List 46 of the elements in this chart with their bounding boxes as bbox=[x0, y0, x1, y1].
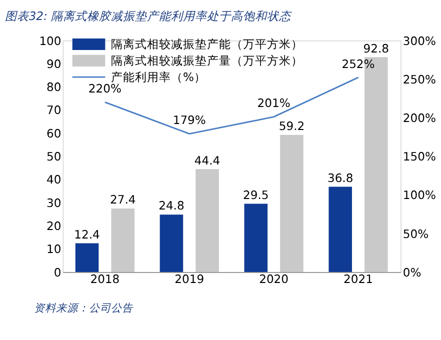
bar bbox=[75, 243, 99, 272]
bar bbox=[111, 208, 134, 272]
legend-label: 隔离式相较减振垫产能（万平方米） bbox=[110, 37, 303, 52]
y2-tick-label: 200% bbox=[402, 110, 436, 125]
y2-tick-label: 250% bbox=[402, 72, 436, 86]
y2-tick-label: 0% bbox=[402, 265, 422, 280]
bar bbox=[244, 204, 268, 272]
data-label: 201% bbox=[257, 96, 290, 110]
data-label: 179% bbox=[172, 113, 206, 128]
data-label: 252% bbox=[342, 56, 375, 71]
bar bbox=[280, 134, 304, 272]
x-tick-label: 2020 bbox=[259, 272, 289, 286]
data-label: 44.4 bbox=[194, 153, 220, 168]
y-tick-label: 20 bbox=[46, 219, 62, 234]
data-label: 12.4 bbox=[74, 227, 100, 242]
data-label: 24.8 bbox=[158, 198, 184, 213]
legend-label: 产能利用率（%） bbox=[110, 70, 206, 84]
y2-tick-label: 50% bbox=[402, 226, 429, 241]
bar bbox=[160, 214, 184, 272]
data-label: 36.8 bbox=[327, 170, 354, 185]
data-label: 92.8 bbox=[363, 41, 390, 56]
y-tick-label: 60 bbox=[46, 126, 62, 140]
y-tick-label: 90 bbox=[46, 56, 62, 71]
y-tick-label: 100 bbox=[39, 34, 62, 48]
y2-tick-label: 100% bbox=[402, 188, 436, 202]
y-tick-label: 30 bbox=[46, 196, 62, 210]
text: 资料来源：公司公告 bbox=[34, 302, 134, 315]
bar bbox=[328, 186, 352, 272]
y2-tick-label: 300% bbox=[402, 34, 436, 48]
chart-title: 图表32: 隔离式橡胶减振垫产能利用率处于高饱和状态 bbox=[4, 9, 294, 24]
y-tick-label: 0 bbox=[54, 265, 62, 280]
y-tick-label: 40 bbox=[46, 172, 62, 187]
data-label: 220% bbox=[88, 82, 122, 96]
x-tick-label: 2021 bbox=[344, 272, 373, 286]
x-tick-label: 2019 bbox=[174, 272, 204, 286]
x-tick-label: 2018 bbox=[90, 272, 120, 286]
data-label: 27.4 bbox=[110, 192, 136, 207]
y2-tick-label: 150% bbox=[402, 150, 436, 164]
y-tick-label: 10 bbox=[46, 242, 62, 256]
bar bbox=[196, 169, 219, 272]
legend-label: 隔离式相较减振垫产量（万平方米） bbox=[110, 54, 303, 68]
y-tick-label: 70 bbox=[46, 103, 62, 118]
data-label: 29.5 bbox=[243, 188, 269, 202]
y-tick-label: 50 bbox=[46, 150, 62, 164]
data-label: 59.2 bbox=[278, 119, 305, 134]
y-tick-label: 80 bbox=[46, 80, 62, 94]
